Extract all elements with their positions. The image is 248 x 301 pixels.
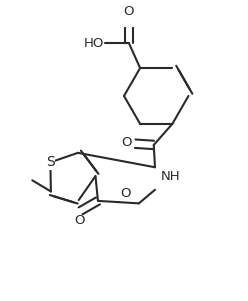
- Text: O: O: [74, 214, 85, 227]
- Text: O: O: [122, 136, 132, 149]
- Text: NH: NH: [161, 170, 181, 183]
- Text: O: O: [120, 187, 131, 200]
- Text: O: O: [124, 5, 134, 18]
- Text: HO: HO: [84, 37, 104, 50]
- Text: S: S: [46, 155, 55, 169]
